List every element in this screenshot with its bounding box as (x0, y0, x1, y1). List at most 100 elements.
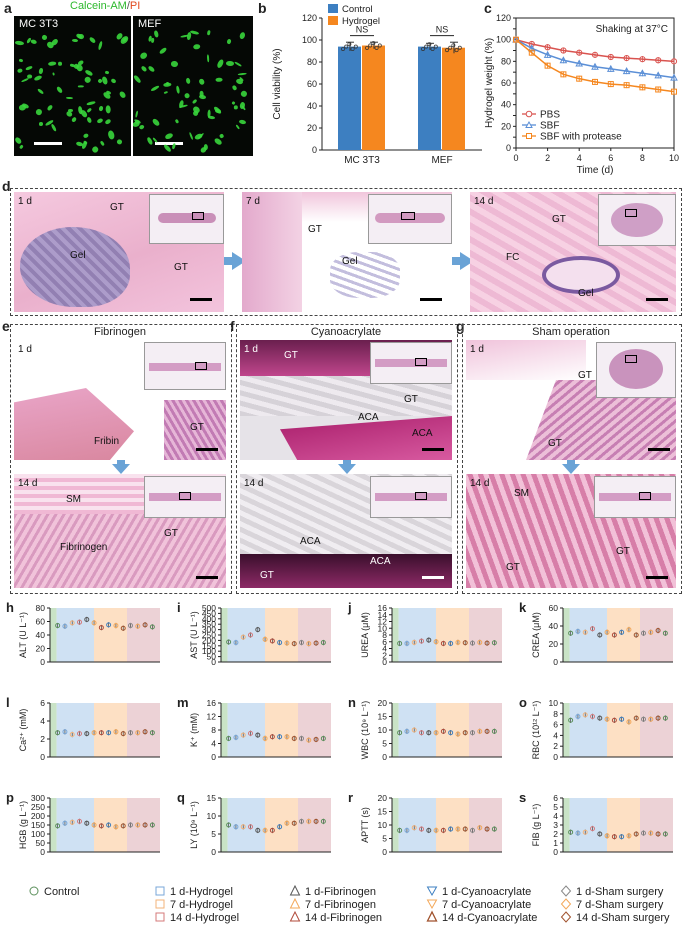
legend-label: 7 d-Cyanoacrylate (442, 899, 531, 911)
data-point (255, 627, 261, 633)
data-point (128, 822, 133, 828)
calcein-title: Calcein-AM (70, 0, 127, 12)
panel-letter: i (177, 600, 181, 615)
cell-dot (88, 36, 97, 45)
y-tick-label: 50 (207, 652, 217, 662)
data-point (299, 735, 304, 741)
data-point (433, 44, 438, 49)
legend-label: PBS (540, 110, 560, 121)
legend-marker (560, 898, 572, 910)
data-point (590, 714, 595, 719)
data-point (55, 823, 61, 829)
cell-dot (27, 74, 32, 79)
y-tick-label: 10 (378, 820, 388, 830)
data-point (84, 616, 90, 622)
y-tick-label: 2 (553, 741, 558, 751)
group-band (607, 798, 640, 852)
data-point (623, 54, 630, 62)
data-point (128, 623, 133, 629)
scale-bar (155, 142, 183, 145)
y-tick-label: 20 (549, 639, 559, 649)
overview-inset (144, 476, 226, 518)
group-band (469, 608, 502, 662)
x-tick-label: 4 (577, 153, 582, 163)
panel-letter: j (347, 600, 352, 615)
data-point (575, 59, 584, 67)
group-band (221, 608, 228, 662)
data-point (641, 716, 646, 722)
group-band (392, 608, 399, 662)
gt-label: GT (190, 422, 204, 433)
data-point (306, 737, 312, 743)
overview-inset (598, 194, 676, 246)
cell-dot (170, 60, 178, 68)
y-tick-label: 120 (496, 13, 511, 23)
y-tick-label: 0 (553, 847, 558, 857)
gt-label: GT (174, 262, 188, 273)
cell-dot (198, 93, 207, 100)
bar (442, 47, 465, 151)
cell-dot (219, 133, 225, 139)
data-point (576, 49, 583, 56)
cell-dot (18, 58, 23, 63)
y-tick-label: 12 (207, 712, 217, 722)
cell-dot (151, 117, 162, 128)
data-point (313, 818, 319, 824)
data-point (655, 57, 662, 64)
cell-dot (175, 118, 180, 124)
panel-letter: k (519, 600, 527, 615)
micrograph-label: MC 3T3 (19, 18, 59, 30)
y-tick-label: 20 (378, 793, 388, 803)
group-band (469, 798, 502, 852)
micrograph-mc3t3: MC 3T3 (14, 16, 131, 156)
data-point (568, 717, 574, 723)
data-point (606, 64, 615, 72)
data-point (448, 45, 453, 50)
data-point (149, 730, 155, 736)
data-point (69, 732, 75, 737)
y-tick-label: 2 (553, 829, 558, 839)
cell-dot (198, 77, 206, 86)
sm-label: SM (66, 494, 81, 505)
data-point (120, 731, 126, 737)
legend-label: 14 d-Sham surgery (576, 912, 670, 924)
group-band (221, 798, 228, 852)
y-tick-label: 16 (207, 698, 217, 708)
cell-dot (240, 89, 249, 98)
data-point (582, 829, 588, 835)
cell-dot (235, 124, 241, 131)
data-point (671, 88, 677, 95)
legend-marker (289, 884, 301, 896)
group-band (640, 608, 673, 662)
data-point (623, 82, 630, 89)
data-point (560, 71, 567, 78)
cell-dot (206, 30, 211, 36)
data-point (419, 730, 424, 736)
histology-f-1d: 1 d GT ACA GT ACA (240, 340, 452, 460)
cell-dot (238, 72, 247, 76)
y-tick-label: 100 (496, 35, 511, 45)
y-tick-label: 80 (307, 57, 317, 67)
data-point (590, 626, 595, 632)
y-tick-label: 80 (36, 603, 46, 613)
data-point (633, 831, 639, 837)
data-point (544, 62, 551, 69)
data-point (455, 731, 461, 737)
y-tick-label: 4 (40, 716, 45, 726)
group-band (298, 703, 331, 757)
data-point (470, 730, 475, 736)
data-point (62, 623, 68, 629)
y-axis-label: UREA (μM) (360, 612, 370, 658)
significance-label: NS (356, 25, 369, 35)
data-point (120, 823, 126, 829)
data-point (262, 735, 268, 741)
data-point (662, 831, 668, 837)
group-band (227, 703, 265, 757)
data-point (470, 640, 475, 646)
group-band (127, 608, 160, 662)
data-point (568, 630, 574, 636)
legend-marker (426, 886, 438, 897)
group-band (50, 703, 57, 757)
